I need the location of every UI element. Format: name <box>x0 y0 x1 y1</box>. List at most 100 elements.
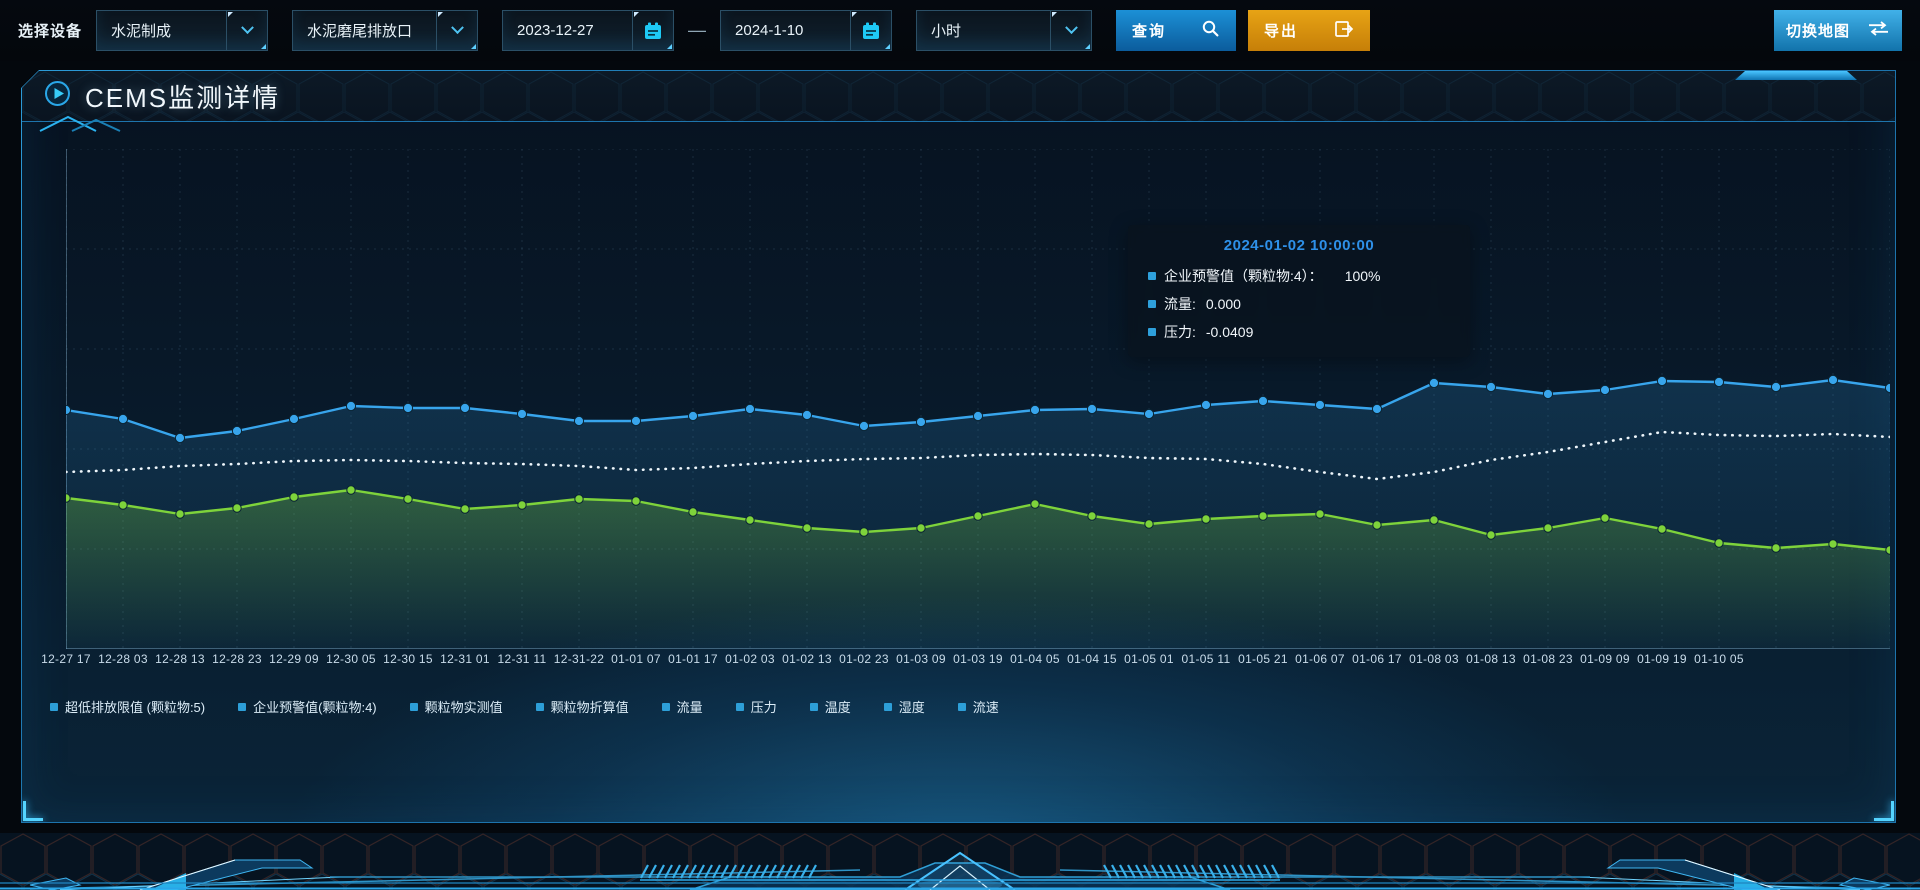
data-point <box>517 500 527 510</box>
device-select-value: 水泥制成 <box>111 23 172 40</box>
data-point <box>1714 538 1724 548</box>
series-marker-icon <box>1148 300 1156 308</box>
station-select[interactable]: 水泥磨尾排放口 <box>292 10 479 51</box>
legend-item[interactable]: 流速 <box>957 697 999 716</box>
chevron-down-icon <box>226 11 267 50</box>
legend-item[interactable]: 温度 <box>809 697 851 716</box>
legend-item[interactable]: 湿度 <box>883 697 925 716</box>
chart-legend: 超低排放限值 (颗粒物:5) 企业预警值(颗粒物:4) 颗粒物实测值 颗粒物折算值 流量… <box>36 697 999 716</box>
legend-label: 颗粒物折算值 <box>550 700 629 715</box>
x-axis-label: 12-28 03 <box>98 652 148 666</box>
data-point <box>802 523 812 533</box>
data-point <box>288 413 300 425</box>
data-point <box>66 493 71 503</box>
legend-item[interactable]: 颗粒物折算值 <box>535 697 629 716</box>
x-axis-label: 01-05 01 <box>1124 652 1174 666</box>
chevron-down-icon <box>436 11 477 50</box>
data-point <box>1087 511 1097 521</box>
legend-label: 压力 <box>750 700 777 715</box>
interval-select[interactable]: 小时 <box>916 10 1093 51</box>
x-axis-label: 01-09 09 <box>1580 652 1630 666</box>
data-point <box>1828 539 1838 549</box>
device-label: 选择设备 <box>18 23 83 40</box>
end-date-picker[interactable]: 2024-1-10 <box>720 10 893 51</box>
hexagon-pattern <box>22 71 1895 122</box>
data-point <box>916 523 926 533</box>
data-point <box>346 485 356 495</box>
legend-item[interactable]: 颗粒物实测值 <box>409 697 503 716</box>
legend-label: 企业预警值(颗粒物:4) <box>253 700 377 715</box>
data-point <box>118 500 128 510</box>
data-point <box>1372 520 1382 530</box>
panel-header: CEMS监测详情 <box>22 71 1895 122</box>
data-point <box>1143 408 1155 420</box>
data-point <box>1429 515 1439 525</box>
data-point <box>915 416 927 428</box>
data-point <box>1315 509 1325 519</box>
legend-marker-icon <box>50 702 58 711</box>
data-point <box>1599 384 1611 396</box>
legend-marker-icon <box>661 702 670 711</box>
data-point <box>1656 375 1668 387</box>
legend-item[interactable]: 超低排放限值 (颗粒物:5) <box>50 697 205 716</box>
chart-tooltip: 2024-01-02 10:00:00 企业预警值（颗粒物:4）： 100% 流… <box>1128 225 1470 357</box>
tooltip-value: 100% <box>1344 268 1381 284</box>
tooltip-label: 压力: <box>1164 324 1196 340</box>
legend-label: 流量 <box>676 700 703 715</box>
data-point <box>460 504 470 514</box>
export-button[interactable]: 导出 <box>1248 10 1371 51</box>
legend-marker-icon <box>735 702 744 711</box>
data-point <box>459 402 471 414</box>
tooltip-label: 流量: <box>1164 296 1196 312</box>
data-point <box>631 496 641 506</box>
cems-line-chart[interactable] <box>66 149 1890 649</box>
x-axis-label: 01-01 07 <box>611 652 661 666</box>
data-point <box>1086 403 1098 415</box>
legend-label: 温度 <box>824 700 851 715</box>
switch-map-button[interactable]: 切换地图 <box>1774 10 1902 51</box>
data-point <box>117 413 129 425</box>
data-point <box>1657 524 1667 534</box>
station-select-value: 水泥磨尾排放口 <box>307 23 413 40</box>
x-axis-label: 01-02 23 <box>839 652 889 666</box>
data-point <box>402 402 414 414</box>
x-axis-label: 01-02 03 <box>725 652 775 666</box>
data-point <box>1371 403 1383 415</box>
x-axis-label: 01-06 17 <box>1352 652 1402 666</box>
query-button[interactable]: 查询 <box>1116 10 1237 51</box>
legend-item[interactable]: 企业预警值(颗粒物:4) <box>238 697 377 716</box>
header-accent-lines <box>39 115 121 132</box>
x-axis-label: 12-27 17 <box>41 652 91 666</box>
data-point <box>573 415 585 427</box>
legend-item[interactable]: 压力 <box>735 697 777 716</box>
topbar: 选择设备 水泥制成 水泥磨尾排放口 2023-12-27 — 2024-1-10… <box>0 0 1920 61</box>
panel-corner-glow <box>1874 801 1894 821</box>
x-axis-label: 01-10 05 <box>1694 652 1744 666</box>
data-point <box>687 410 699 422</box>
data-point <box>175 509 185 519</box>
x-axis-labels: 12-27 17 12-28 03 12-28 13 12-28 23 12-29 09… <box>41 652 1890 670</box>
start-date-value: 2023-12-27 <box>517 22 594 39</box>
series-area <box>66 490 1890 649</box>
x-axis-label: 01-06 07 <box>1295 652 1345 666</box>
interval-select-value: 小时 <box>931 23 962 40</box>
legend-marker-icon <box>883 702 892 711</box>
start-date-picker[interactable]: 2023-12-27 <box>502 10 675 51</box>
data-point <box>174 432 186 444</box>
header-notch-decoration <box>1735 71 1857 80</box>
panel-corner-glow <box>23 801 43 821</box>
x-axis-label: 12-30 05 <box>326 652 376 666</box>
x-axis-label: 01-03 09 <box>896 652 946 666</box>
swap-arrows-icon <box>1867 21 1890 40</box>
x-axis-label: 01-05 11 <box>1181 652 1231 666</box>
data-point <box>859 527 869 537</box>
data-point <box>1486 530 1496 540</box>
legend-item[interactable]: 流量 <box>661 697 703 716</box>
x-axis-label: 12-28 13 <box>155 652 205 666</box>
x-axis-label: 12-29 09 <box>269 652 319 666</box>
legend-marker-icon <box>957 702 966 711</box>
tooltip-timestamp: 2024-01-02 10:00:00 <box>1223 237 1375 254</box>
x-axis-label: 12-31 11 <box>497 652 547 666</box>
data-point <box>858 420 870 432</box>
device-select[interactable]: 水泥制成 <box>96 10 269 51</box>
